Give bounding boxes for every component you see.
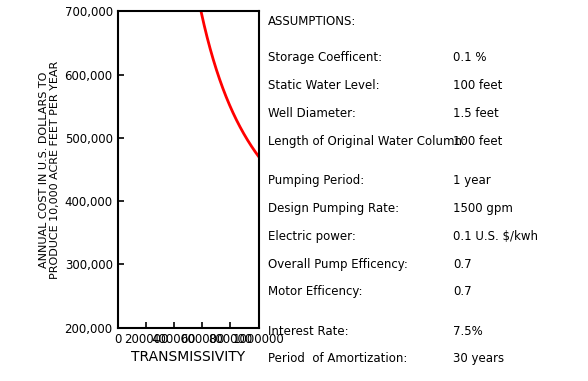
Text: Well Diameter:: Well Diameter: bbox=[268, 107, 355, 120]
Text: 1500 gpm: 1500 gpm bbox=[453, 202, 513, 215]
Text: 30 years: 30 years bbox=[453, 352, 504, 365]
Text: 100 feet: 100 feet bbox=[453, 79, 502, 92]
Y-axis label: ANNUAL COST IN U.S. DOLLARS TO
PRODUCE 10,000 ACRE FEET PER YEAR: ANNUAL COST IN U.S. DOLLARS TO PRODUCE 1… bbox=[39, 61, 61, 279]
Text: 0.7: 0.7 bbox=[453, 258, 472, 271]
Text: 0.1 %: 0.1 % bbox=[453, 51, 486, 64]
Text: Storage Coefficent:: Storage Coefficent: bbox=[268, 51, 382, 64]
Text: 0.7: 0.7 bbox=[453, 285, 472, 298]
Text: Overall Pump Efficency:: Overall Pump Efficency: bbox=[268, 258, 407, 271]
Text: 100 feet: 100 feet bbox=[453, 135, 502, 148]
X-axis label: TRANSMISSIVITY: TRANSMISSIVITY bbox=[131, 350, 245, 364]
Text: 0.1 U.S. $/kwh: 0.1 U.S. $/kwh bbox=[453, 230, 538, 243]
Text: Interest Rate:: Interest Rate: bbox=[268, 325, 348, 338]
Text: Design Pumping Rate:: Design Pumping Rate: bbox=[268, 202, 399, 215]
Text: Length of Original Water Column:: Length of Original Water Column: bbox=[268, 135, 466, 148]
Text: Motor Efficency:: Motor Efficency: bbox=[268, 285, 362, 298]
Text: 7.5%: 7.5% bbox=[453, 325, 483, 338]
Text: 1 year: 1 year bbox=[453, 174, 490, 187]
Text: 1.5 feet: 1.5 feet bbox=[453, 107, 499, 120]
Text: Period  of Amortization:: Period of Amortization: bbox=[268, 352, 407, 365]
Text: Electric power:: Electric power: bbox=[268, 230, 355, 243]
Text: Pumping Period:: Pumping Period: bbox=[268, 174, 364, 187]
Text: ASSUMPTIONS:: ASSUMPTIONS: bbox=[268, 15, 356, 28]
Text: Static Water Level:: Static Water Level: bbox=[268, 79, 379, 92]
